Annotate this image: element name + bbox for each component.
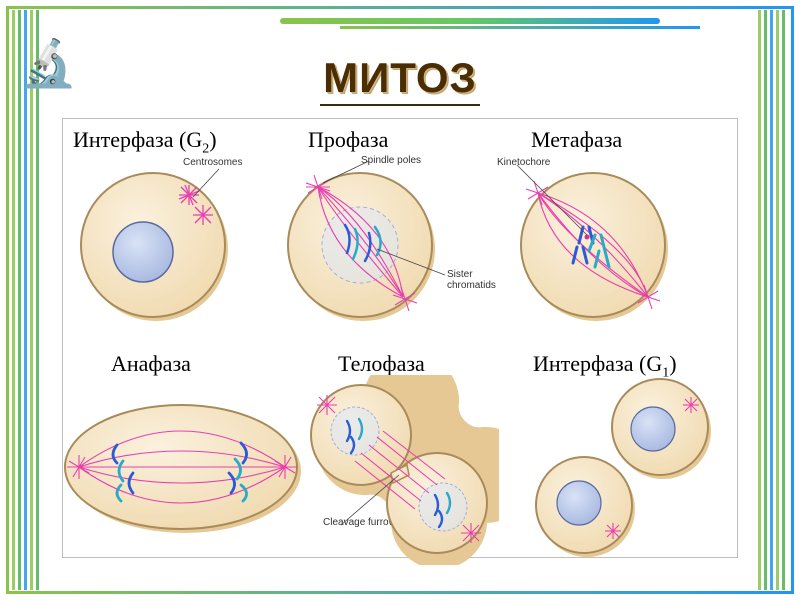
callout-sister-chromatids: Sister chromatids xyxy=(447,269,507,291)
label-telophase: Телофаза xyxy=(338,351,425,377)
cell-prophase xyxy=(273,157,453,337)
label-prophase: Профаза xyxy=(308,127,388,153)
phase-prophase: Профаза xyxy=(308,127,388,153)
cell-interphase-g1 xyxy=(513,375,733,565)
phase-interphase-g2: Интерфаза (G2) xyxy=(73,127,217,157)
label-text: ) xyxy=(209,127,216,152)
cell-metaphase xyxy=(503,157,683,337)
label-text: Интерфаза (G xyxy=(533,351,662,376)
title-underline xyxy=(320,104,480,106)
cell-anaphase xyxy=(59,381,309,551)
label-anaphase: Анафаза xyxy=(111,351,191,377)
label-text: ) xyxy=(669,351,676,376)
top-accent-bar xyxy=(280,18,660,24)
phase-telophase: Телофаза xyxy=(338,351,425,377)
label-interphase-g2: Интерфаза (G2) xyxy=(73,127,217,157)
cell-telophase xyxy=(299,375,499,565)
phase-metaphase: Метафаза xyxy=(531,127,622,153)
label-text: Интерфаза (G xyxy=(73,127,202,152)
phase-anaphase: Анафаза xyxy=(111,351,191,377)
label-metaphase: Метафаза xyxy=(531,127,622,153)
page-title: МИТОЗ xyxy=(0,54,800,102)
top-accent-thin xyxy=(340,26,700,29)
diagram-panel: Интерфаза (G2) Centrosomes xyxy=(62,118,738,558)
cell-interphase-g2 xyxy=(71,157,241,327)
